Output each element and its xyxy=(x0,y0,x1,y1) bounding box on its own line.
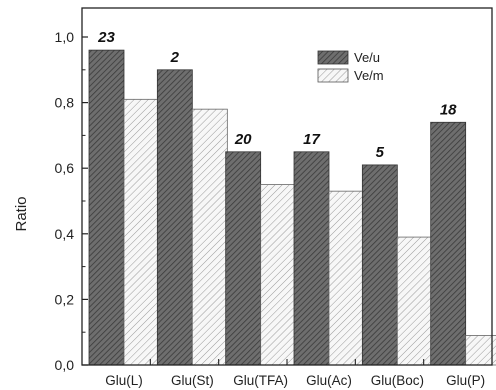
bar-ve-m xyxy=(396,236,433,366)
count-annotations: 23 2 20 17 5 18 xyxy=(97,29,457,161)
bar-ve-u xyxy=(225,151,262,366)
y-tick-label: 0,6 xyxy=(55,160,75,176)
plot-frame xyxy=(81,7,493,366)
count-label: 20 xyxy=(234,131,252,148)
y-tick-label: 0,8 xyxy=(55,95,75,111)
bar-ve-u xyxy=(430,121,467,366)
count-label: 17 xyxy=(303,131,320,148)
x-tick-label: Glu(P) xyxy=(446,373,485,388)
bar-ve-u xyxy=(88,49,125,366)
legend-swatch-ve-m xyxy=(317,68,349,83)
y-axis-title: Ratio xyxy=(13,196,30,231)
x-tick-label: Glu(St) xyxy=(171,373,214,388)
y-tick-label: 0,0 xyxy=(55,357,75,373)
y-axis-ticks: 0,0 0,2 0,4 0,6 0,8 1,0 xyxy=(55,29,88,373)
x-tick-label: Glu(L) xyxy=(105,373,143,388)
bar-ve-m xyxy=(191,108,228,366)
x-tick-label: Glu(Ac) xyxy=(306,373,352,388)
y-tick-label: 0,2 xyxy=(55,291,75,307)
bar-ve-m xyxy=(328,190,365,366)
count-label: 23 xyxy=(97,29,115,46)
y-tick-label: 0,4 xyxy=(55,226,75,242)
x-axis-labels: Glu(L) Glu(St) Glu(TFA) Glu(Ac) Glu(Boc) Glu(… xyxy=(105,359,485,388)
legend-label-ve-u: Ve/u xyxy=(354,50,380,65)
count-label: 2 xyxy=(170,49,180,66)
bar-ve-u xyxy=(156,69,193,366)
bars xyxy=(88,49,496,366)
x-tick-label: Glu(Boc) xyxy=(371,373,424,388)
x-tick-label: Glu(TFA) xyxy=(233,373,288,388)
y-tick-label: 1,0 xyxy=(55,29,75,45)
legend-swatch-ve-u xyxy=(317,50,349,65)
bar-ve-m xyxy=(123,98,160,366)
count-label: 18 xyxy=(440,101,457,118)
bar-ve-m xyxy=(260,184,297,366)
legend-label-ve-m: Ve/m xyxy=(354,68,384,83)
count-label: 5 xyxy=(376,144,385,161)
bar-ve-m xyxy=(465,335,496,366)
bar-ve-u xyxy=(361,164,398,366)
legend: Ve/u Ve/m xyxy=(317,50,384,83)
bar-ve-u xyxy=(293,151,330,366)
